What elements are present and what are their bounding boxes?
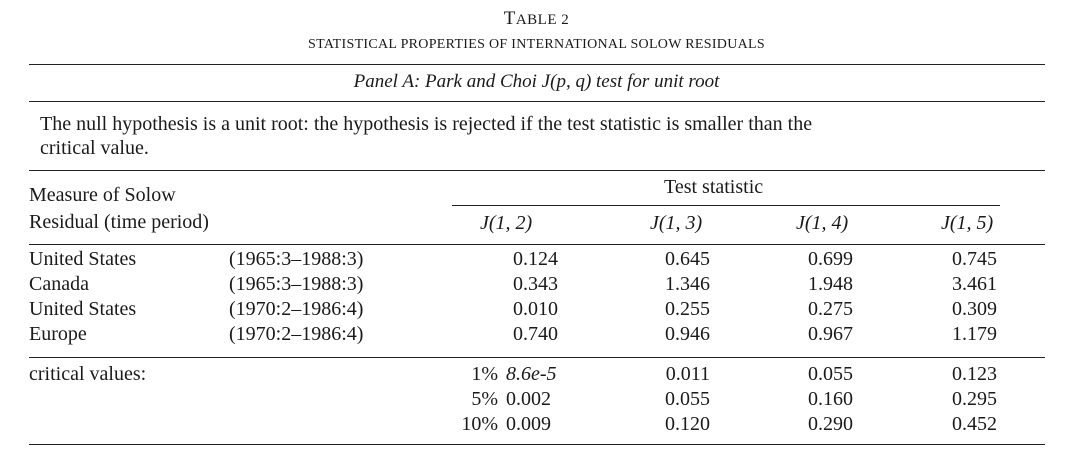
value-cell: 1.948: [808, 273, 853, 295]
value-cell: 0.645: [665, 248, 710, 270]
measure-header-line-2: Residual (time period): [29, 211, 209, 233]
measure-header-line-1: Measure of Solow: [29, 184, 176, 206]
table-label: TABLE 2: [0, 8, 1073, 30]
critical-value-cell: 0.123: [952, 363, 997, 385]
column-header: J(1, 5): [941, 212, 994, 234]
rule-critical: [29, 357, 1045, 358]
table-label-prefix: T: [503, 8, 516, 29]
country-cell: Canada: [29, 273, 89, 295]
value-cell: 0.255: [665, 298, 710, 320]
value-cell: 0.309: [952, 298, 997, 320]
rule-header-bottom: [29, 244, 1045, 245]
country-cell: Europe: [29, 323, 87, 345]
critical-value-cell: 0.011: [665, 363, 710, 385]
value-cell: 1.346: [665, 273, 710, 295]
critical-value-cell: 8.6e-5: [506, 363, 557, 385]
critical-value-cell: 0.055: [808, 363, 853, 385]
value-cell: 0.967: [808, 323, 853, 345]
country-cell: United States: [29, 298, 137, 320]
rule-top: [29, 64, 1045, 65]
critical-value-cell: 0.055: [665, 388, 710, 410]
period-cell: (1965:3–1988:3): [229, 273, 364, 295]
value-cell: 1.179: [952, 323, 997, 345]
critical-value-cell: 0.160: [808, 388, 853, 410]
period-cell: (1970:2–1986:4): [229, 298, 364, 320]
critical-value-cell: 0.295: [952, 388, 997, 410]
value-cell: 3.461: [952, 273, 997, 295]
panel-title: Panel A: Park and Choi J(p, q) test for …: [353, 71, 720, 92]
rule-panel: [29, 101, 1045, 102]
country-cell: United States: [29, 248, 137, 270]
rule-test-statistic: [452, 205, 1000, 206]
value-cell: 0.343: [513, 273, 558, 295]
period-cell: (1965:3–1988:3): [229, 248, 364, 270]
column-header: J(1, 3): [650, 212, 703, 234]
value-cell: 0.745: [952, 248, 997, 270]
significance-level: 5%: [471, 388, 498, 410]
column-header: J(1, 4): [796, 212, 849, 234]
note-line-2: critical value.: [40, 137, 149, 159]
value-cell: 0.275: [808, 298, 853, 320]
critical-value-cell: 0.120: [665, 413, 710, 435]
significance-level: 10%: [461, 413, 498, 435]
critical-value-cell: 0.009: [506, 413, 551, 435]
critical-values-label: critical values:: [29, 363, 147, 385]
value-cell: 0.699: [808, 248, 853, 270]
critical-value-cell: 0.290: [808, 413, 853, 435]
rule-bottom: [29, 444, 1045, 445]
table-label-rest: ABLE 2: [515, 12, 570, 28]
value-cell: 0.124: [513, 248, 558, 270]
test-statistic-header: Test statistic: [664, 176, 764, 198]
significance-level: 1%: [471, 363, 498, 385]
period-cell: (1970:2–1986:4): [229, 323, 364, 345]
table-title: STATISTICAL PROPERTIES OF INTERNATIONAL …: [308, 37, 765, 52]
column-header: J(1, 2): [480, 212, 533, 234]
rule-header-top: [29, 170, 1045, 171]
value-cell: 0.010: [513, 298, 558, 320]
value-cell: 0.946: [665, 323, 710, 345]
note-line-1: The null hypothesis is a unit root: the …: [40, 113, 813, 135]
critical-value-cell: 0.002: [506, 388, 551, 410]
critical-value-cell: 0.452: [952, 413, 997, 435]
value-cell: 0.740: [513, 323, 558, 345]
